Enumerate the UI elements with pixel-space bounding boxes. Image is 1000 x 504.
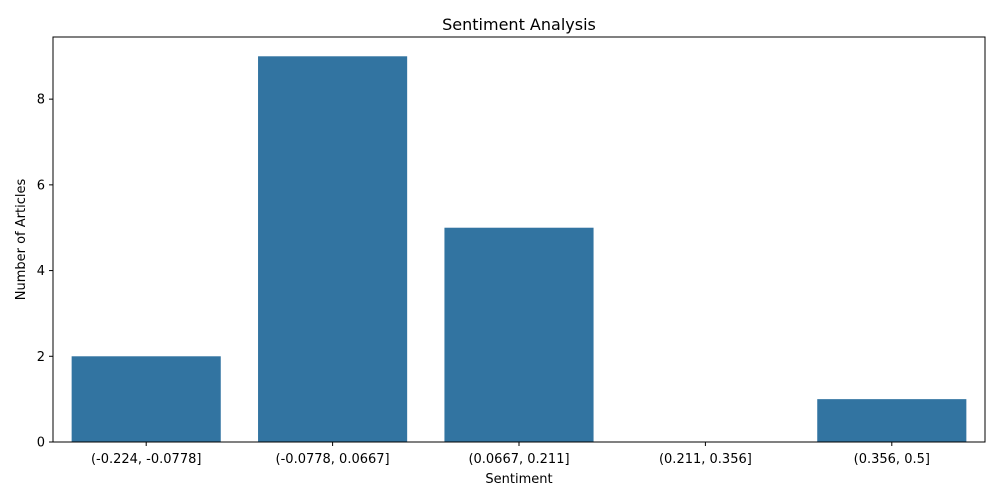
y-tick-label: 6	[37, 178, 45, 193]
y-axis-ticks: 0 2 4 6 8	[37, 93, 53, 451]
chart-title: Sentiment Analysis	[442, 15, 596, 34]
y-axis-title: Number of Articles	[14, 179, 29, 301]
y-tick-label: 0	[37, 436, 45, 451]
bar-2	[258, 56, 408, 442]
y-tick-label: 4	[37, 264, 45, 279]
bars-layer	[71, 56, 967, 442]
x-tick-label: (-0.224, -0.0778]	[91, 452, 202, 467]
x-tick-label: (0.211, 0.356]	[659, 452, 752, 467]
y-tick-label: 2	[37, 350, 45, 365]
x-axis-ticks: (-0.224, -0.0778] (-0.0778, 0.0667] (0.066…	[91, 442, 930, 467]
x-axis-title: Sentiment	[485, 472, 552, 487]
bar-5	[817, 399, 967, 442]
bar-1	[71, 356, 221, 442]
x-tick-label: (0.0667, 0.211]	[468, 452, 569, 467]
x-tick-label: (-0.0778, 0.0667]	[276, 452, 390, 467]
y-tick-label: 8	[37, 93, 45, 108]
bar-3	[444, 227, 594, 442]
x-tick-label: (0.356, 0.5]	[854, 452, 930, 467]
